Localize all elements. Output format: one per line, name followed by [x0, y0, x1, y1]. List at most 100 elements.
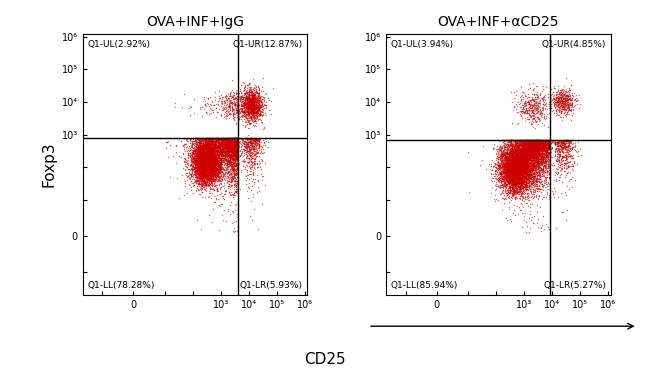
Point	[205, 153, 216, 159]
Point	[248, 103, 258, 109]
Point	[228, 144, 239, 149]
Point	[214, 93, 224, 99]
Point	[194, 135, 204, 141]
Point	[246, 111, 257, 117]
Point	[503, 160, 514, 166]
Point	[521, 158, 532, 164]
Point	[237, 107, 248, 113]
Point	[195, 147, 205, 153]
Point	[259, 160, 270, 166]
Point	[507, 161, 517, 167]
Point	[207, 170, 218, 176]
Point	[525, 138, 536, 144]
Point	[550, 105, 560, 110]
Point	[209, 136, 220, 142]
Point	[203, 164, 214, 170]
Point	[520, 153, 530, 159]
Point	[536, 137, 547, 143]
Point	[528, 174, 539, 180]
Point	[187, 141, 197, 147]
Point	[211, 114, 221, 120]
Point	[521, 169, 531, 175]
Point	[219, 185, 229, 191]
Point	[517, 150, 528, 156]
Point	[515, 157, 525, 163]
Point	[518, 168, 528, 174]
Point	[527, 112, 538, 118]
Point	[496, 145, 506, 151]
Point	[538, 154, 548, 160]
Point	[220, 148, 231, 154]
Point	[517, 175, 527, 181]
Point	[502, 165, 512, 171]
Point	[198, 167, 208, 173]
Point	[202, 160, 213, 166]
Point	[536, 169, 546, 175]
Point	[222, 137, 232, 143]
Point	[210, 163, 220, 169]
Point	[533, 140, 543, 146]
Point	[506, 163, 517, 169]
Point	[540, 158, 551, 164]
Point	[526, 139, 536, 145]
Point	[232, 180, 242, 186]
Point	[557, 105, 567, 110]
Point	[253, 100, 263, 106]
Point	[508, 158, 518, 164]
Point	[536, 157, 547, 163]
Point	[506, 177, 517, 183]
Point	[222, 148, 233, 153]
Point	[521, 146, 532, 152]
Point	[198, 158, 209, 163]
Point	[210, 140, 220, 146]
Point	[571, 161, 582, 167]
Point	[218, 165, 228, 171]
Point	[506, 170, 517, 176]
Point	[193, 177, 203, 183]
Point	[528, 141, 538, 147]
Point	[527, 121, 538, 127]
Point	[248, 191, 258, 197]
Point	[206, 136, 216, 142]
Point	[511, 181, 521, 187]
Point	[238, 136, 248, 142]
Point	[228, 145, 239, 151]
Point	[202, 154, 213, 160]
Point	[507, 171, 517, 177]
Point	[554, 95, 564, 101]
Point	[555, 159, 566, 165]
Point	[204, 156, 214, 162]
Point	[239, 102, 250, 108]
Point	[226, 147, 237, 153]
Point	[506, 144, 517, 150]
Point	[203, 167, 213, 173]
Point	[232, 148, 242, 154]
Point	[523, 150, 534, 156]
Point	[502, 166, 513, 171]
Point	[534, 144, 545, 150]
Point	[516, 139, 526, 145]
Point	[248, 98, 258, 104]
Point	[510, 179, 520, 185]
Point	[543, 138, 553, 144]
Point	[532, 147, 542, 153]
Point	[212, 173, 222, 179]
Point	[185, 137, 195, 143]
Point	[515, 153, 525, 159]
Point	[510, 180, 520, 186]
Point	[503, 178, 514, 184]
Point	[205, 152, 215, 158]
Point	[563, 150, 573, 156]
Point	[250, 139, 260, 145]
Point	[203, 164, 214, 170]
Point	[559, 141, 569, 147]
Point	[530, 138, 540, 144]
Point	[495, 170, 506, 176]
Point	[543, 147, 554, 153]
Point	[257, 157, 268, 163]
Point	[491, 150, 501, 156]
Point	[250, 136, 260, 142]
Point	[514, 162, 524, 168]
Point	[195, 144, 205, 150]
Point	[516, 156, 526, 162]
